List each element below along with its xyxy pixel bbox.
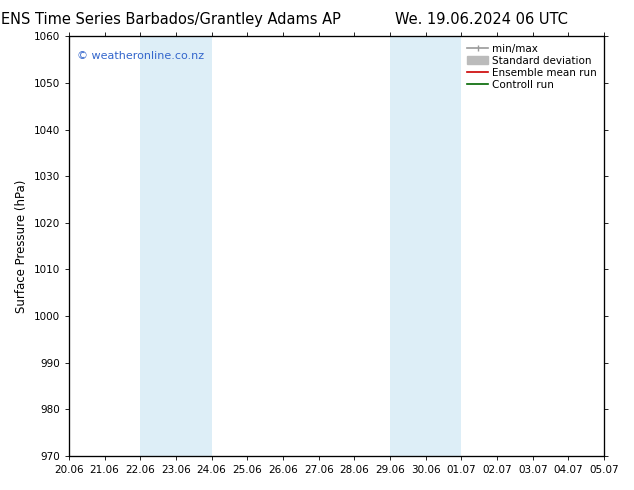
Bar [390, 36, 462, 456]
Legend: min/max, Standard deviation, Ensemble mean run, Controll run: min/max, Standard deviation, Ensemble me… [465, 42, 599, 92]
Y-axis label: Surface Pressure (hPa): Surface Pressure (hPa) [15, 179, 28, 313]
Text: We. 19.06.2024 06 UTC: We. 19.06.2024 06 UTC [396, 12, 568, 27]
Text: ENS Time Series Barbados/Grantley Adams AP: ENS Time Series Barbados/Grantley Adams … [1, 12, 341, 27]
Bar [140, 36, 212, 456]
Text: © weatheronline.co.nz: © weatheronline.co.nz [77, 51, 204, 61]
